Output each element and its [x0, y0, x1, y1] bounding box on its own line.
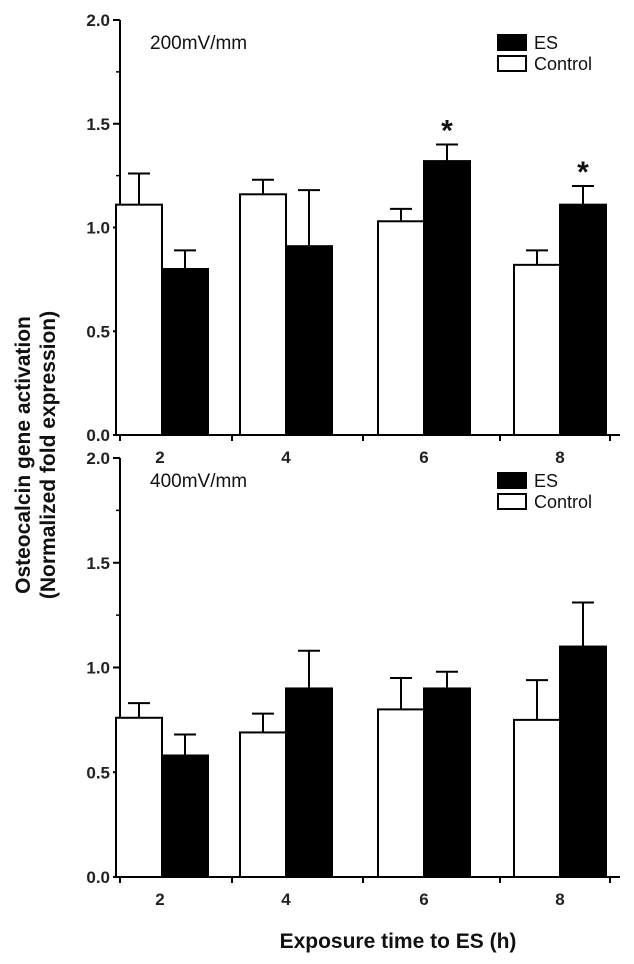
legend-swatch-control-panel-2	[497, 493, 527, 510]
y-tick-label-panel-2: 1.0	[86, 659, 110, 678]
legend-label-es-panel-2: ES	[534, 471, 558, 491]
y-tick-label-panel-1: 0.0	[86, 426, 110, 445]
x-tick-label-panel-1: 2	[155, 448, 164, 467]
y-axis-title: Osteocalcin gene activation(Normalized f…	[12, 311, 60, 599]
y-tick-label-panel-2: 0.5	[86, 763, 110, 782]
bar-control-2h-panel-2	[115, 716, 163, 879]
legend-swatch-control-panel-1	[497, 55, 527, 72]
bar-control-4h-panel-1	[239, 193, 287, 436]
y-tick-label-panel-2: 2.0	[86, 449, 110, 468]
bar-es-2h-panel-1	[161, 268, 209, 436]
bar-control-8h-panel-2	[513, 718, 561, 878]
bar-es-8h-panel-1	[559, 203, 607, 436]
x-tick-label-panel-1: 4	[281, 448, 291, 467]
bar-es-6h-panel-1	[423, 160, 471, 436]
bar-es-2h-panel-2	[161, 754, 209, 878]
y-tick-label-panel-2: 0.0	[86, 868, 110, 887]
legend-label-control-panel-1: Control	[534, 54, 592, 74]
bar-es-4h-panel-2	[285, 687, 333, 879]
legend-swatch-es-panel-1	[497, 34, 527, 51]
y-tick-label-panel-1: 1.5	[86, 115, 110, 134]
x-tick-label-panel-1: 8	[555, 448, 564, 467]
x-axis-title: Exposure time to ES (h)	[280, 930, 517, 953]
bar-control-8h-panel-1	[513, 263, 561, 436]
y-axis-title-line-2: (Normalized fold expression)	[37, 311, 60, 599]
x-tick-label-panel-2: 2	[155, 890, 164, 909]
y-tick-label-panel-1: 1.0	[86, 219, 110, 238]
bar-es-4h-panel-1	[285, 245, 333, 436]
x-tick-label-panel-1: 6	[419, 448, 428, 467]
x-tick-label-panel-2: 8	[555, 890, 564, 909]
significance-star-8h-panel-1: *	[577, 156, 589, 189]
panel-annotation-1: 200mV/mm	[150, 33, 247, 54]
bar-control-4h-panel-2	[239, 731, 287, 878]
x-tick-label-panel-2: 4	[281, 890, 291, 909]
legend-label-es-panel-1: ES	[534, 33, 558, 53]
y-tick-label-panel-2: 1.5	[86, 554, 110, 573]
bar-es-8h-panel-2	[559, 645, 607, 878]
legend-label-control-panel-2: Control	[534, 492, 592, 512]
bar-control-2h-panel-1	[115, 203, 163, 436]
bar-control-6h-panel-1	[377, 220, 425, 436]
y-tick-label-panel-1: 0.5	[86, 322, 110, 341]
y-axis-title-line-1: Osteocalcin gene activation	[12, 316, 35, 594]
legend-swatch-es-panel-2	[497, 472, 527, 489]
y-tick-label-panel-1: 2.0	[86, 11, 110, 30]
bar-control-6h-panel-2	[377, 708, 425, 879]
panel-annotation-2: 400mV/mm	[150, 471, 247, 492]
x-tick-label-panel-2: 6	[419, 890, 428, 909]
significance-star-6h-panel-1: *	[441, 115, 453, 148]
bar-es-6h-panel-2	[423, 687, 471, 879]
